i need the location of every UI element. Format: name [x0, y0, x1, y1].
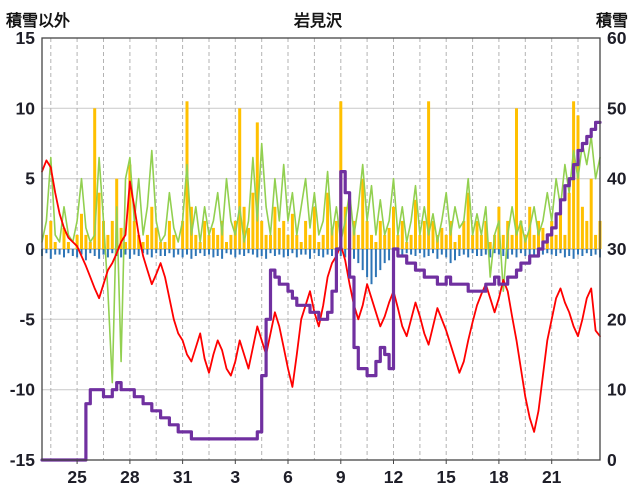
x-axis-tick-label: 6 — [283, 467, 293, 487]
y-axis-left-tick-label: -15 — [10, 450, 36, 470]
x-axis-tick-label: 31 — [173, 467, 193, 487]
chart-title: 岩見沢 — [293, 13, 342, 30]
x-axis-tick-label: 15 — [436, 467, 456, 487]
red-line — [41, 159, 601, 433]
x-axis-tick-label: 3 — [230, 467, 240, 487]
x-axis-tick-label: 18 — [489, 467, 509, 487]
orange-bars — [44, 101, 602, 250]
x-axis-tick-label: 25 — [67, 467, 87, 487]
y-axis-right-tick-label: 10 — [607, 380, 627, 400]
y-axis-left-tick-label: -5 — [19, 309, 35, 329]
x-axis-tick-label: 28 — [120, 467, 140, 487]
y-axis-left-tick-label: 10 — [16, 98, 36, 118]
y-axis-right-tick-label: 0 — [607, 450, 617, 470]
purple-snow-depth-line — [40, 120, 602, 462]
blue-bars — [41, 249, 601, 285]
plot-border — [41, 37, 601, 461]
y-axis-left-tick-label: -10 — [10, 380, 36, 400]
y-axis-left-tick-label: 5 — [25, 169, 35, 189]
x-axis-tick-label: 12 — [384, 467, 404, 487]
y-axis-right-tick-label: 50 — [607, 98, 627, 118]
y-axis-left-tick-label: 0 — [25, 239, 35, 259]
y-axis-right-tick-label: 20 — [607, 309, 627, 329]
y-axis-right-tick-label: 30 — [607, 239, 627, 259]
right-axis-title: 積雪 — [595, 13, 628, 30]
x-axis-tick-label: 9 — [336, 467, 346, 487]
left-axis-title: 積雪以外 — [6, 13, 71, 30]
y-axis-right-tick-label: 60 — [607, 28, 627, 48]
x-axis-tick-label: 21 — [542, 467, 562, 487]
y-axis-right-tick-label: 40 — [607, 169, 627, 189]
y-axis-left-tick-label: 15 — [16, 28, 36, 48]
